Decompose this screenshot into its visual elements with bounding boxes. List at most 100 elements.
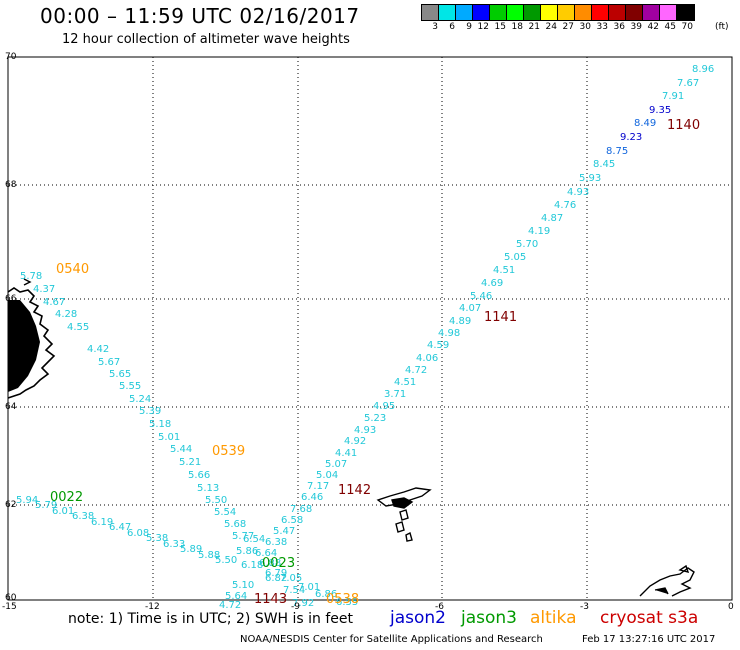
- wave-height-value: 5.86: [236, 546, 258, 557]
- legend-swatch: [558, 5, 575, 20]
- wave-height-value: 4.41: [335, 448, 357, 459]
- wave-height-value: 6.38: [265, 537, 287, 548]
- wave-height-value: 8.96: [692, 64, 714, 75]
- lat-label-60: 60: [5, 593, 17, 603]
- wave-height-value: 7.17: [307, 481, 329, 492]
- wave-height-value: 5.01: [158, 432, 180, 443]
- wave-height-value: 6.33: [163, 539, 185, 550]
- wave-height-value: 5.13: [197, 483, 219, 494]
- lat-label-64: 64: [5, 402, 17, 412]
- wave-height-value: 5.04: [316, 470, 338, 481]
- legend-swatch: [677, 5, 694, 20]
- page-subtitle: 12 hour collection of altimeter wave hei…: [62, 32, 350, 47]
- credit-line: NOAA/NESDIS Center for Satellite Applica…: [240, 634, 543, 645]
- wave-height-value: 8.49: [634, 118, 656, 129]
- wave-height-value: 6.64: [255, 548, 277, 559]
- pass-time-label: 0539: [212, 444, 245, 459]
- page-title: 00:00 – 11:59 UTC 02/16/2017: [40, 4, 360, 28]
- wave-height-value: 7.68: [290, 504, 312, 515]
- legend-swatch: [541, 5, 558, 20]
- wave-height-value: 5.18: [149, 419, 171, 430]
- wave-height-value: 8.75: [606, 146, 628, 157]
- wave-height-value: 4.67: [43, 297, 65, 308]
- wave-height-value: 5.77: [232, 531, 254, 542]
- legend-swatch: [660, 5, 677, 20]
- wave-height-value: 5.47: [273, 526, 295, 537]
- pass-time-label: 0538: [326, 592, 359, 607]
- wave-height-value: 5.94: [16, 495, 38, 506]
- wave-height-value: 6.38: [72, 511, 94, 522]
- wave-height-value: 4.51: [394, 377, 416, 388]
- wave-height-value: 3.71: [384, 389, 406, 400]
- legend-swatch: [609, 5, 626, 20]
- wave-height-value: 6.46: [301, 492, 323, 503]
- sat-legend-cryosat: cryosat s3a: [600, 608, 699, 628]
- wave-height-value: 5.10: [232, 580, 254, 591]
- legend-swatch: [643, 5, 660, 20]
- legend-label: 24: [545, 22, 557, 32]
- lat-label-68: 68: [5, 180, 17, 190]
- wave-height-value: 6.08: [127, 528, 149, 539]
- wave-height-value: 7.92: [292, 598, 314, 609]
- wave-height-value: 5.54: [214, 507, 236, 518]
- legend-label: 3: [432, 22, 438, 32]
- wave-labels: 8.96 7.67 7.91 9.35 8.49 9.23 8.75 8.45 5.93 4.93…: [16, 64, 714, 611]
- legend-swatch: [422, 5, 439, 20]
- color-legend-labels: 3 6 9 12 15 18 21 24 27 30 33 36 39 42 45 70: [421, 22, 693, 32]
- generated-timestamp: Feb 17 13:27:16 UTC 2017: [582, 634, 716, 645]
- lat-label-70: 70: [5, 52, 17, 62]
- wave-height-value: 4.93: [354, 425, 376, 436]
- wave-height-value: 5.93: [579, 173, 601, 184]
- wave-height-value: 5.50: [215, 555, 237, 566]
- wave-height-value: 4.42: [87, 344, 109, 355]
- wave-height-value: 4.95: [373, 401, 395, 412]
- wave-height-value: 5.78: [20, 271, 42, 282]
- pass-time-label: 0540: [56, 262, 89, 277]
- wave-height-value: 7.67: [677, 78, 699, 89]
- wave-height-value: 7.54: [283, 585, 305, 596]
- wave-height-value: 5.39: [139, 406, 161, 417]
- wave-height-value: 5.44: [170, 444, 192, 455]
- legend-swatch: [456, 5, 473, 20]
- wave-height-value: 5.38: [146, 533, 168, 544]
- legend-label: 9: [466, 22, 472, 32]
- pass-time-label: 1142: [338, 483, 371, 498]
- wave-height-value: 4.37: [33, 284, 55, 295]
- wave-height-value: 4.55: [67, 322, 89, 333]
- legend-label: 39: [630, 22, 642, 32]
- legend-swatch: [575, 5, 592, 20]
- norway-coastline: [639, 564, 695, 597]
- legend-swatch: [439, 5, 456, 20]
- legend-swatch: [473, 5, 490, 20]
- wave-height-value: 6.88: [259, 558, 281, 569]
- legend-swatch: [592, 5, 609, 20]
- wave-height-value: 6.47: [109, 522, 131, 533]
- pass-time-label: 0022: [50, 490, 83, 505]
- wave-height-value: 6.55: [336, 597, 358, 608]
- legend-label: 30: [579, 22, 591, 32]
- legend-label: 42: [647, 22, 659, 32]
- wave-height-value: 4.92: [344, 436, 366, 447]
- wave-height-value: 7.05: [280, 573, 302, 584]
- lon-label-m3: -3: [580, 602, 589, 612]
- wave-height-value: 4.72: [219, 600, 241, 611]
- legend-label: 33: [596, 22, 608, 32]
- wave-height-value: 5.89: [180, 544, 202, 555]
- wave-height-value: 6.86: [315, 589, 337, 600]
- pass-time-label: 1141: [484, 310, 517, 325]
- sat-legend-jason3: jason3: [461, 608, 517, 628]
- legend-swatch: [490, 5, 507, 20]
- wave-height-value: 4.51: [493, 265, 515, 276]
- lat-label-62: 62: [5, 500, 17, 510]
- lon-label-m12: -12: [145, 602, 160, 612]
- wave-height-value: 5.21: [179, 457, 201, 468]
- legend-swatch: [626, 5, 643, 20]
- wave-height-value: 4.19: [528, 226, 550, 237]
- wave-height-value: 5.05: [504, 252, 526, 263]
- wave-height-value: 5.46: [470, 291, 492, 302]
- sat-legend-altika: altika: [530, 608, 577, 628]
- wave-height-value: 4.93: [567, 187, 589, 198]
- wave-height-value: 5.70: [516, 239, 538, 250]
- wave-height-value: 7.91: [662, 91, 684, 102]
